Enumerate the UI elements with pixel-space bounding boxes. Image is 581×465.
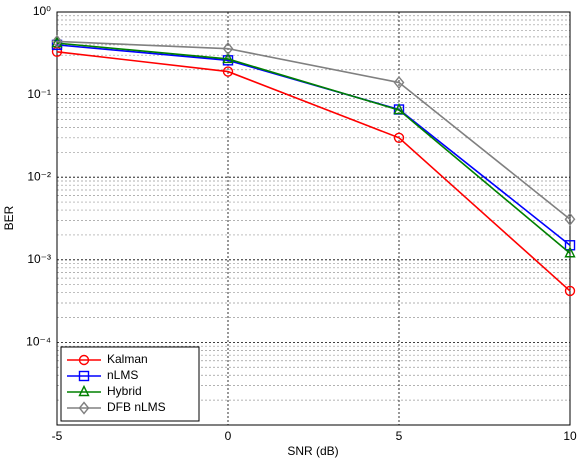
marker — [51, 39, 63, 51]
marker — [564, 246, 576, 258]
series-line — [56, 42, 571, 254]
x-tick-label: 10 — [563, 429, 577, 443]
marker — [222, 42, 234, 56]
legend-label: Kalman — [107, 352, 148, 366]
marker — [51, 34, 63, 49]
y-tick-label: 10⁻² — [27, 169, 51, 183]
x-tick-label: -5 — [52, 429, 63, 443]
y-tick-label: 10⁻³ — [27, 252, 51, 266]
y-axis-label: BER — [2, 205, 16, 230]
x-axis-label: SNR (dB) — [287, 444, 338, 458]
marker — [393, 132, 405, 143]
legend-label: DFB nLMS — [107, 400, 166, 414]
y-tick-label: 10⁰ — [33, 4, 51, 18]
x-tick-label: 5 — [396, 429, 403, 443]
y-tick-label: 10⁻⁴ — [26, 335, 51, 349]
y-tick-label: 10⁻¹ — [27, 87, 51, 101]
series-line — [56, 40, 571, 220]
marker — [564, 240, 576, 251]
legend-marker — [78, 401, 90, 415]
legend-label: nLMS — [107, 368, 138, 382]
legend-marker — [78, 384, 90, 397]
x-tick-label: 0 — [225, 429, 232, 443]
legend-label: Hybrid — [107, 384, 142, 398]
marker — [393, 102, 405, 115]
marker — [222, 66, 234, 77]
marker — [222, 51, 234, 64]
legend-marker — [78, 354, 90, 366]
marker — [564, 212, 576, 226]
marker — [393, 75, 405, 90]
series-line — [56, 50, 571, 292]
marker — [564, 285, 576, 297]
legend-marker — [78, 370, 90, 382]
